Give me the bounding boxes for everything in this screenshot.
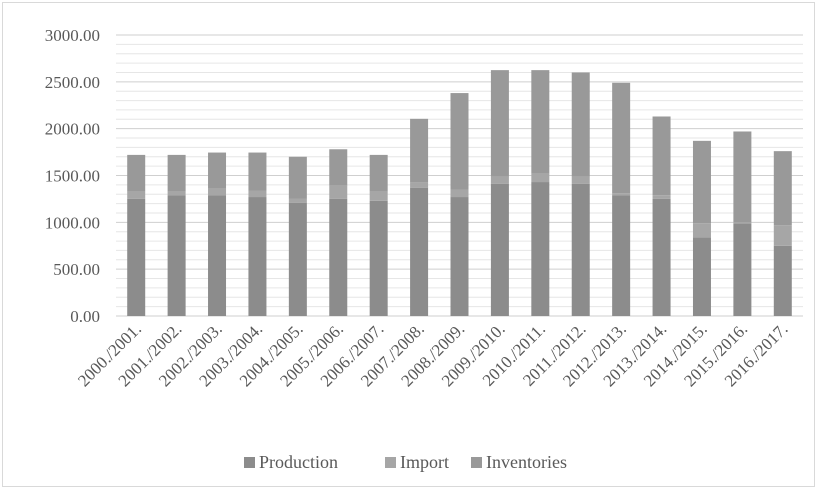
bar-segment-import <box>692 223 711 238</box>
bar-segment-production <box>127 198 146 316</box>
legend-swatch-import <box>385 457 396 468</box>
bar-segment-production <box>329 198 348 316</box>
x-axis: 2000./2001.2001./2002.2002./2003.2003./2… <box>74 319 791 390</box>
bar-segment-inventories <box>490 70 509 177</box>
bar-segment-production <box>167 195 186 316</box>
bar-segment-import <box>531 173 550 183</box>
bar-segment-inventories <box>531 70 550 174</box>
bar-segment-production <box>652 198 671 316</box>
legend-label-import: Import <box>400 452 449 472</box>
y-tick-label: 1000.00 <box>45 213 100 232</box>
bar-segment-production <box>733 223 752 316</box>
bar-segment-production <box>692 237 711 316</box>
bar-segment-import <box>410 182 429 188</box>
bar-segment-import <box>571 176 590 184</box>
bar-segment-inventories <box>773 151 792 226</box>
bar-segment-production <box>450 197 469 316</box>
bar-segment-production <box>773 245 792 316</box>
legend: Production Import Inventories <box>244 452 567 472</box>
bar-segment-import <box>329 185 348 199</box>
bar-segment-production <box>612 195 631 316</box>
bar-segment-import <box>208 188 227 196</box>
y-tick-label: 3000.00 <box>45 26 100 45</box>
bar-segment-inventories <box>450 93 469 190</box>
bar-segment-inventories <box>127 154 146 192</box>
bar-segment-inventories <box>167 154 186 192</box>
bar-segment-inventories <box>329 149 348 186</box>
legend-label-production: Production <box>259 452 338 472</box>
y-tick-label: 1500.00 <box>45 167 100 186</box>
legend-swatch-inventories <box>471 457 482 468</box>
bar-segment-import <box>167 191 186 196</box>
bar-segment-import <box>652 195 671 199</box>
bars-layer <box>127 70 792 316</box>
bar-segment-inventories <box>410 118 429 183</box>
bar-segment-import <box>450 189 469 198</box>
bar-segment-inventories <box>208 152 227 189</box>
bar-segment-production <box>369 200 388 316</box>
bar-segment-import <box>288 198 307 203</box>
y-tick-label: 500.00 <box>53 260 100 279</box>
bar-segment-production <box>571 183 590 316</box>
bar-segment-import <box>369 191 388 201</box>
bar-segment-import <box>773 225 792 246</box>
bar-segment-inventories <box>571 72 590 177</box>
bar-segment-import <box>490 176 509 184</box>
bar-segment-inventories <box>733 131 752 223</box>
bar-segment-import <box>733 222 752 224</box>
bar-segment-inventories <box>692 140 711 224</box>
y-axis: 0.00 500.00 1000.00 1500.00 2000.00 2500.00 30… <box>45 26 100 326</box>
bar-segment-import <box>612 193 631 196</box>
legend-swatch-production <box>244 457 255 468</box>
bar-segment-inventories <box>369 154 388 192</box>
bar-segment-production <box>531 182 550 316</box>
y-tick-label: 2500.00 <box>45 73 100 92</box>
bar-segment-production <box>410 187 429 316</box>
bar-segment-production <box>288 202 307 316</box>
legend-label-inventories: Inventories <box>486 452 567 472</box>
bar-segment-inventories <box>288 156 307 199</box>
bar-segment-inventories <box>248 152 267 191</box>
bar-segment-inventories <box>612 82 631 194</box>
bar-segment-import <box>248 190 267 198</box>
y-tick-label: 0.00 <box>70 307 100 326</box>
bar-segment-production <box>208 195 227 316</box>
y-tick-label: 2000.00 <box>45 120 100 139</box>
bar-segment-production <box>248 197 267 316</box>
bar-segment-production <box>490 183 509 316</box>
bar-segment-inventories <box>652 116 671 196</box>
bar-segment-import <box>127 191 146 199</box>
